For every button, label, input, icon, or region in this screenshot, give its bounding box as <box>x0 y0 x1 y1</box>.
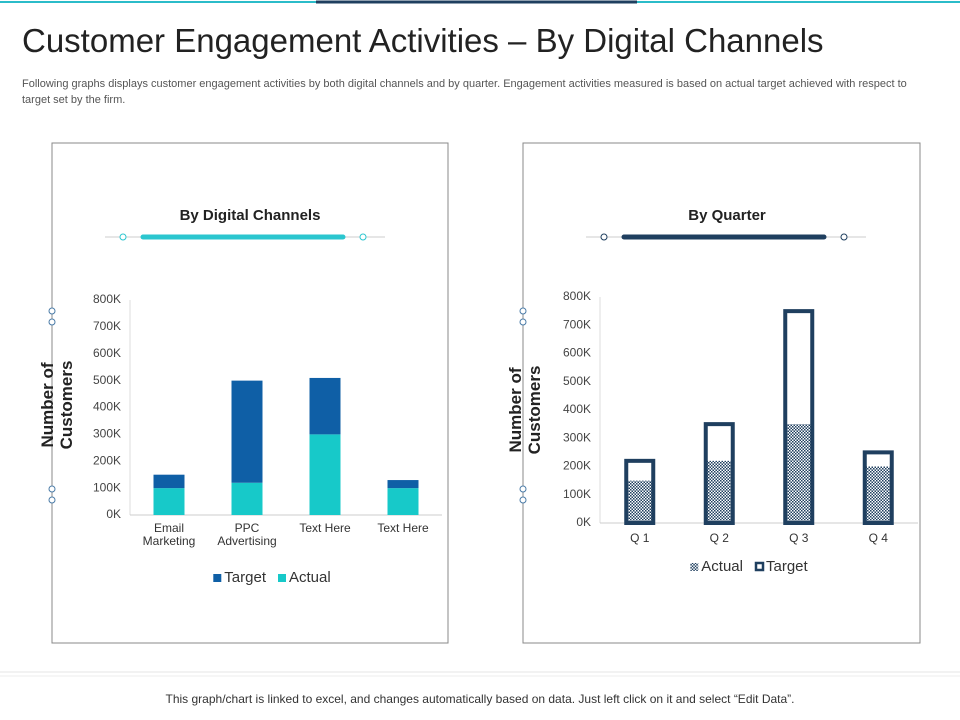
y-tick-label: 200K <box>93 453 121 467</box>
target-bar <box>783 309 815 525</box>
actual-bar <box>785 424 813 523</box>
chart-title: By Digital Channels <box>180 207 321 224</box>
title-rule-dot <box>840 233 848 241</box>
legend: Actual Target <box>690 558 809 575</box>
y-tick-label: 700K <box>93 319 121 333</box>
y-tick-label: 600K <box>563 346 591 360</box>
legend-swatch <box>754 561 765 572</box>
actual-bar <box>626 480 654 523</box>
footer-note: This graph/chart is linked to excel, and… <box>165 692 795 706</box>
x-tick-label-box: PPC Advertising <box>217 522 277 548</box>
y-axis-title: Number of Customers <box>506 365 544 455</box>
x-tick-label: Q 4 <box>868 532 888 545</box>
legend-swatch <box>278 574 286 582</box>
legend: Target Actual <box>213 569 331 586</box>
x-tick-label-box: Text Here <box>299 522 351 535</box>
bar-segment <box>153 488 185 515</box>
panel <box>522 142 921 644</box>
description: Following graphs displays customer engag… <box>22 78 907 106</box>
y-tick-label: 300K <box>93 427 121 441</box>
target-bar <box>862 450 894 525</box>
y-tick-label: 600K <box>93 346 121 360</box>
title-rule-dot <box>119 233 127 241</box>
y-tick-label: 200K <box>563 459 591 473</box>
target-bar <box>703 422 735 525</box>
legend-label: Actual <box>701 558 743 575</box>
x-tick-label: Q 3 <box>789 532 809 545</box>
bar-segment <box>231 380 263 483</box>
legend-label: Target <box>224 569 267 586</box>
x-tick-label-box: Q 4 <box>868 532 888 545</box>
x-tick-label-box: Text Here <box>377 522 429 535</box>
x-tick-label: Text Here <box>299 522 351 535</box>
bar-segment <box>231 482 263 515</box>
y-tick-label: 500K <box>93 373 121 387</box>
x-tick-label-box: Q 3 <box>789 532 809 545</box>
target-bar <box>624 458 656 526</box>
x-tick-label: Q 2 <box>709 532 729 545</box>
x-tick-label-box: Email Marketing <box>142 522 196 548</box>
legend-label: Actual <box>289 569 331 586</box>
x-tick-label: Text Here <box>377 522 429 535</box>
panel <box>51 142 449 644</box>
x-tick-label: Email Marketing <box>142 522 196 548</box>
title-rule-dot <box>600 233 608 241</box>
y-tick-label: 800K <box>93 292 121 306</box>
legend-swatch <box>690 563 699 571</box>
bar-segment <box>309 434 341 515</box>
legend-swatch <box>213 574 222 582</box>
bar-segment <box>153 474 185 489</box>
y-tick-label: 100K <box>563 487 591 501</box>
y-tick-label: 400K <box>93 400 121 414</box>
x-tick-label-box: Q 2 <box>709 532 729 545</box>
y-tick-label: 0K <box>106 507 121 521</box>
y-tick-label: 700K <box>563 317 591 331</box>
chart-title: By Quarter <box>688 207 766 224</box>
title-rule-dot <box>359 233 367 241</box>
y-tick-label: 400K <box>563 402 591 416</box>
y-tick-label: 500K <box>563 374 591 388</box>
x-tick-label: Q 1 <box>630 532 650 545</box>
y-tick-label: 300K <box>563 430 591 444</box>
y-axis-title: Number of Customers <box>38 360 76 450</box>
bar-segment <box>387 480 419 489</box>
actual-bar <box>705 460 733 523</box>
page-title: Customer Engagement Activities – By Digi… <box>22 22 824 59</box>
x-tick-label-box: Q 1 <box>630 532 650 545</box>
bar-segment <box>309 377 341 435</box>
y-tick-label: 100K <box>93 480 121 494</box>
x-tick-label: PPC Advertising <box>217 522 277 548</box>
decor-dots <box>48 307 527 504</box>
y-tick-label: 800K <box>563 289 591 303</box>
legend-label: Target <box>766 558 809 575</box>
bar-segment <box>387 488 419 515</box>
y-tick-label: 0K <box>576 515 591 529</box>
actual-bar <box>864 466 892 523</box>
